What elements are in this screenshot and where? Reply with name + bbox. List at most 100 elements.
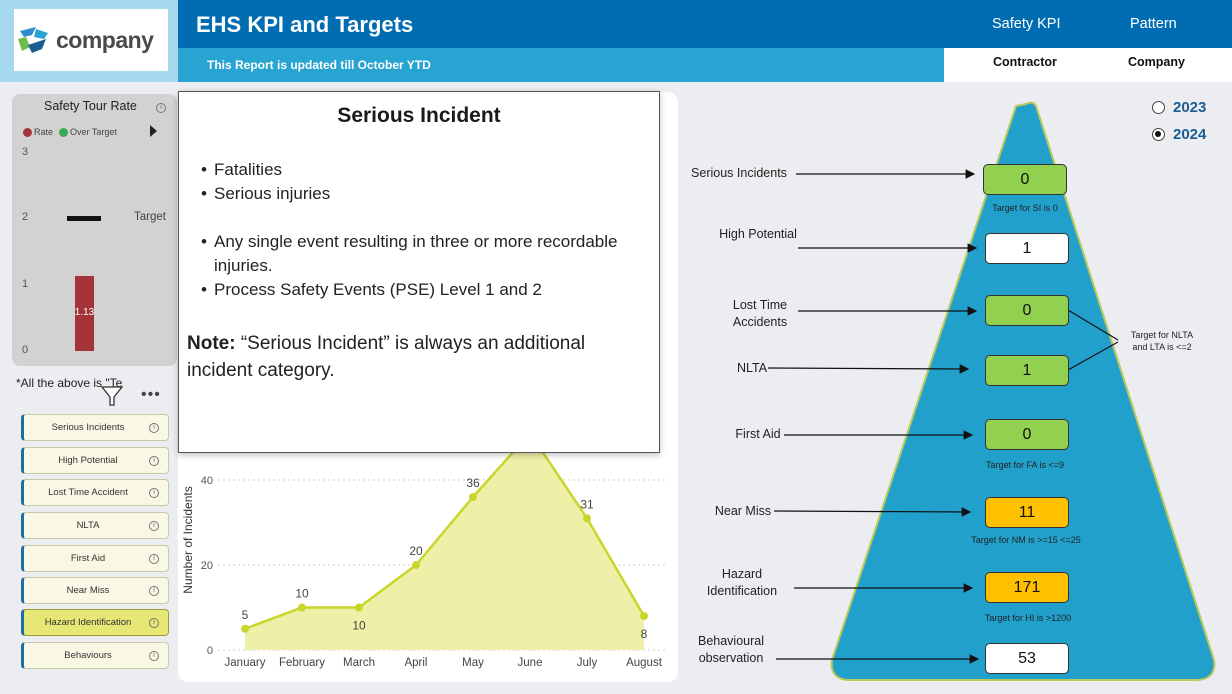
y-tick-label: 20 (201, 560, 213, 572)
y-tick: 2 (22, 211, 29, 223)
filter-first-aid[interactable]: First Aid i (21, 545, 169, 572)
page-title: EHS KPI and Targets (196, 12, 414, 37)
filter-high-potential[interactable]: High Potential i (21, 447, 169, 474)
data-point[interactable] (640, 612, 648, 620)
legend-over-target-dot (59, 128, 68, 137)
label-first-aid: First Aid (735, 427, 781, 441)
info-icon[interactable]: i (149, 456, 159, 466)
target-first-aid: Target for FA is <=9 (985, 460, 1065, 470)
serious-incident-popup: Serious Incident • Fatalities • Serious in… (178, 91, 660, 453)
data-point[interactable] (583, 514, 591, 523)
label-nlta: NLTA (736, 361, 768, 375)
x-tick-label: August (626, 657, 663, 669)
data-point[interactable] (355, 603, 363, 612)
nav-pattern[interactable]: Pattern (1130, 16, 1177, 32)
company-logo: company (14, 9, 168, 71)
kpi-serious-incidents[interactable]: 0 (983, 164, 1067, 195)
kpi-first-aid[interactable]: 0 (985, 419, 1069, 450)
safety-tour-panel (12, 94, 177, 366)
info-icon[interactable]: i (156, 103, 166, 113)
legend-over-target: Over Target (70, 127, 117, 137)
label-lost-time-accidents: Lost Time Accidents (732, 298, 788, 329)
target-near-miss: Target for NM is >=15 <=25 (971, 535, 1081, 545)
radio-icon[interactable] (1152, 101, 1165, 114)
info-icon[interactable]: i (149, 586, 159, 596)
kpi-high-potential[interactable]: 1 (985, 233, 1069, 264)
kpi-near-miss[interactable]: 11 (985, 497, 1069, 528)
kpi-pyramid (767, 101, 1216, 681)
rate-bar[interactable] (75, 275, 94, 351)
logo-icon (18, 27, 48, 53)
nav-safety-kpi[interactable]: Safety KPI (992, 16, 1061, 32)
kpi-nlta[interactable]: 1 (985, 355, 1069, 386)
legend-rate-dot (23, 128, 32, 137)
label-hazard-identification: Hazard Identification (706, 567, 778, 598)
data-point[interactable] (412, 561, 420, 569)
incidents-area-chart: 40 20 0 5 January 10 February 10 March 20 April 36 M… (181, 440, 666, 669)
label-behavioural-observation: Behavioural observation (697, 634, 764, 665)
y-tick-label: 40 (201, 475, 213, 487)
target-nlta-lta: Target for NLTA and LTA is <=2 (1130, 330, 1194, 352)
x-tick-label: July (577, 657, 598, 669)
filter-icon[interactable] (100, 384, 124, 408)
filter-behaviours[interactable]: Behaviours i (21, 642, 169, 669)
data-label: 8 (641, 627, 648, 641)
year-option-2023[interactable]: 2023 (1152, 99, 1206, 116)
target-hazard-identification: Target for HI is >1200 (984, 613, 1072, 623)
title-bar (178, 0, 1232, 48)
x-tick-label: June (518, 657, 543, 669)
filter-label: Serious Incidents (51, 422, 125, 433)
filter-serious-incidents[interactable]: Serious Incidents i (21, 414, 169, 441)
target-serious-incidents: Target for SI is 0 (992, 203, 1058, 213)
tab-company[interactable]: Company (1128, 55, 1185, 69)
data-label: 10 (352, 619, 366, 633)
data-label: 36 (466, 476, 480, 490)
info-icon[interactable]: i (149, 423, 159, 433)
filter-nlta[interactable]: NLTA i (21, 512, 169, 539)
safety-tour-title: Safety Tour Rate (44, 99, 137, 113)
tab-area (944, 48, 1232, 82)
info-icon[interactable]: i (149, 521, 159, 531)
info-icon[interactable]: i (149, 618, 159, 628)
more-options-icon[interactable]: ••• (141, 386, 161, 403)
data-label: 31 (580, 497, 594, 511)
info-icon[interactable]: i (149, 554, 159, 564)
radio-icon[interactable] (1152, 128, 1165, 141)
popup-title: Serious Incident (337, 104, 501, 127)
subtitle-bar (178, 48, 944, 82)
target-label: Target (134, 211, 166, 223)
label-serious-incidents: Serious Incidents (691, 166, 787, 180)
data-point[interactable] (469, 493, 477, 501)
data-label: 5 (242, 608, 249, 622)
filter-near-miss[interactable]: Near Miss i (21, 577, 169, 604)
report-update-text: This Report is updated till October YTD (207, 58, 431, 72)
x-tick-label: March (343, 657, 375, 669)
filter-label: Near Miss (66, 585, 110, 596)
popup-bullet-cont: injuries. (214, 256, 273, 275)
data-point[interactable] (298, 603, 306, 612)
filter-label: First Aid (70, 553, 106, 564)
kpi-behavioural-observation[interactable]: 53 (985, 643, 1069, 674)
label-near-miss: Near Miss (714, 504, 772, 518)
popup-bullet: • Any single event resulting in three or … (201, 232, 618, 251)
data-point[interactable] (241, 624, 249, 633)
rate-bar-label: 1.13 (74, 307, 95, 318)
filter-hazard-identification[interactable]: Hazard Identification i (21, 609, 169, 636)
logo-text: company (56, 26, 154, 53)
y-axis-label: Number of Incidents (181, 486, 195, 593)
legend-next-icon[interactable] (150, 125, 157, 137)
popup-bullet: • Serious injuries (201, 184, 331, 203)
kpi-hazard-identification[interactable]: 171 (985, 572, 1069, 603)
footnote-text: *All the above is "Te (16, 376, 123, 390)
popup-note: Note: “Serious Incident” is always an ad… (187, 333, 586, 381)
filter-lost-time-accident[interactable]: Lost Time Accident i (21, 479, 169, 506)
year-option-2024[interactable]: 2024 (1152, 126, 1206, 143)
tab-contractor[interactable]: Contractor (993, 55, 1057, 69)
kpi-lost-time-accidents[interactable]: 0 (985, 295, 1069, 326)
info-icon[interactable]: i (149, 488, 159, 498)
filter-label: Lost Time Accident (48, 487, 128, 498)
series-line (244, 440, 646, 630)
info-icon[interactable]: i (149, 651, 159, 661)
x-tick-label: April (404, 657, 427, 669)
y-tick: 3 (22, 146, 29, 158)
